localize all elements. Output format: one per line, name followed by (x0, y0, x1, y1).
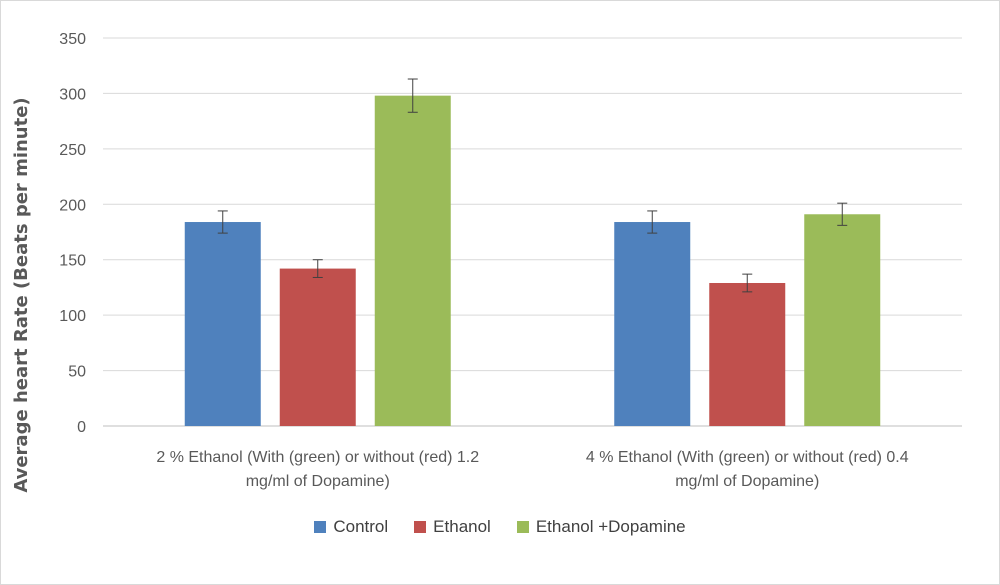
y-tick-label: 250 (59, 142, 86, 159)
bar (279, 268, 356, 426)
category-label: 4 % Ethanol (With (green) or without (re… (586, 449, 909, 466)
y-tick-label: 300 (59, 86, 86, 103)
category-label: 2 % Ethanol (With (green) or without (re… (156, 449, 479, 466)
category-label: mg/ml of Dopamine) (675, 473, 819, 490)
legend-swatch-ethanol-dopamine (516, 521, 529, 533)
y-tick-label: 100 (59, 308, 86, 325)
legend-item-ethanol-dopamine: Ethanol +Dopamine (516, 517, 686, 537)
legend-swatch-ethanol (414, 521, 427, 533)
legend-swatch-control (314, 521, 327, 533)
y-tick-label: 50 (68, 364, 86, 381)
error-bars (217, 78, 848, 293)
bar (374, 95, 451, 426)
bar (804, 214, 881, 426)
y-tick-label: 350 (59, 31, 86, 48)
y-axis-label: Average heart Rate (Beats per minute) (11, 97, 32, 492)
legend-item-control: Control (314, 517, 388, 537)
category-labels: 2 % Ethanol (With (green) or without (re… (156, 449, 908, 490)
legend-label-ethanol: Ethanol (433, 517, 491, 536)
y-tick-label: 0 (77, 419, 86, 436)
legend: Control Ethanol Ethanol +Dopamine (0, 517, 1000, 537)
bar (614, 222, 691, 426)
y-tick-label: 150 (59, 253, 86, 270)
y-tick-labels: 0 50 100 150 200 250 300 350 (59, 31, 86, 436)
legend-label-ethanol-dopamine: Ethanol +Dopamine (535, 517, 686, 536)
bar (184, 222, 261, 426)
bars (184, 95, 881, 426)
legend-item-ethanol: Ethanol (414, 517, 491, 537)
category-label: mg/ml of Dopamine) (246, 473, 390, 490)
legend-label-control: Control (333, 517, 389, 536)
y-tick-label: 200 (59, 197, 86, 214)
bar (709, 282, 786, 426)
